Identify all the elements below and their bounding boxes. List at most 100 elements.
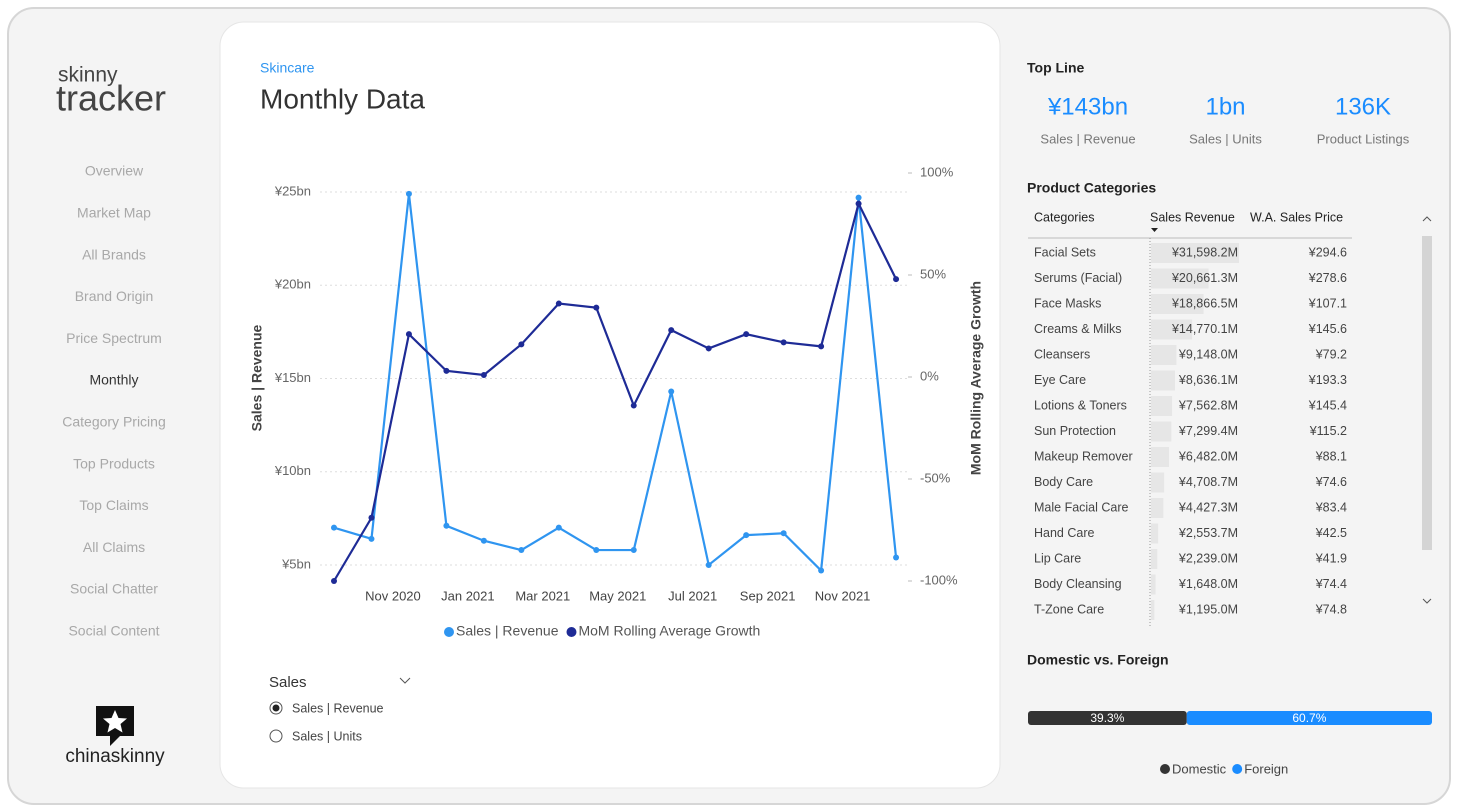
nav-item[interactable]: All Claims <box>83 539 145 555</box>
revenue-bar <box>1151 294 1204 314</box>
series-line <box>333 200 898 582</box>
point <box>331 578 337 584</box>
point <box>368 535 375 542</box>
cell: ¥294.6 <box>1308 245 1347 259</box>
brand-name: chinaskinny <box>65 746 165 767</box>
point <box>668 327 675 334</box>
section-title: Top Line <box>1027 60 1084 76</box>
cell: ¥278.6 <box>1308 271 1347 285</box>
nav-item[interactable]: Top Products <box>73 455 155 471</box>
column-header[interactable]: Categories <box>1034 210 1094 224</box>
cell: ¥74.8 <box>1315 602 1347 616</box>
cell: ¥193.3 <box>1308 373 1347 387</box>
cell: ¥145.6 <box>1308 322 1347 336</box>
slicer-chevron[interactable] <box>399 677 411 684</box>
cell: ¥7,299.4M <box>1178 424 1238 438</box>
point <box>743 331 750 338</box>
nav-item[interactable]: All Brands <box>82 246 146 262</box>
cell: ¥74.6 <box>1315 475 1347 489</box>
column-header[interactable]: Sales Revenue <box>1150 210 1235 224</box>
nav-item[interactable]: Top Claims <box>79 497 148 513</box>
x-tick-label: May 2021 <box>589 588 646 603</box>
breadcrumb[interactable]: Skincare <box>260 60 315 76</box>
kpi-value: 1bn <box>1205 93 1245 120</box>
y-tick-label: ¥20bn <box>274 277 311 292</box>
nav-item[interactable]: Price Spectrum <box>66 330 162 346</box>
point <box>368 514 375 521</box>
bar-label: 60.7% <box>1292 711 1326 725</box>
y-tick-label: ¥25bn <box>274 183 311 198</box>
cell: ¥107.1 <box>1308 296 1347 310</box>
section-title: Domestic vs. Foreign <box>1027 652 1169 668</box>
nav-item[interactable]: Category Pricing <box>62 414 166 430</box>
revenue-bar <box>1151 447 1170 467</box>
point <box>555 524 562 531</box>
point <box>593 304 600 311</box>
point <box>630 402 637 409</box>
cell: ¥145.4 <box>1308 398 1347 412</box>
cell: Facial Sets <box>1034 245 1096 259</box>
cell: ¥88.1 <box>1315 449 1347 463</box>
cell: ¥1,195.0M <box>1178 602 1238 616</box>
kpi-label: Product Listings <box>1317 131 1410 146</box>
point <box>668 388 675 395</box>
x-tick-label: Nov 2020 <box>365 588 421 603</box>
cell: ¥42.5 <box>1315 526 1347 540</box>
cell: ¥9,148.0M <box>1178 347 1238 361</box>
point <box>555 300 562 307</box>
revenue-bar <box>1151 345 1177 365</box>
y-tick-label: ¥15bn <box>274 370 311 385</box>
nav-item[interactable]: Social Content <box>68 623 159 639</box>
scrollbar[interactable] <box>1422 216 1432 604</box>
x-tick-label: Jul 2021 <box>668 588 717 603</box>
radio-dot <box>272 704 280 712</box>
page-title: Monthly Data <box>260 83 425 114</box>
point <box>743 532 750 539</box>
legend-swatch <box>566 627 577 637</box>
y-tick-label: ¥10bn <box>274 463 311 478</box>
cell: ¥79.2 <box>1315 347 1347 361</box>
cell: ¥2,553.7M <box>1178 526 1238 540</box>
legend-label: Domestic <box>1172 761 1227 776</box>
nav-item[interactable]: Monthly <box>89 372 138 388</box>
cell: Body Cleansing <box>1034 577 1122 591</box>
revenue-bar <box>1151 268 1209 289</box>
y2-axis-title: MoM Rolling Average Growth <box>968 281 984 475</box>
nav-item[interactable]: Overview <box>85 163 144 179</box>
kpi-value: ¥143bn <box>1047 93 1128 120</box>
point <box>818 343 825 350</box>
column-header[interactable]: W.A. Sales Price <box>1250 210 1343 224</box>
point <box>480 537 487 544</box>
cell: Serums (Facial) <box>1034 271 1122 285</box>
radio[interactable] <box>269 729 283 743</box>
point <box>818 567 825 574</box>
revenue-bar <box>1151 523 1159 544</box>
x-tick-label: Jan 2021 <box>441 588 495 603</box>
legend-swatch <box>444 627 454 637</box>
cell: ¥41.9 <box>1315 551 1347 565</box>
bar-label: 39.3% <box>1090 711 1124 725</box>
slicer-title: Sales <box>269 674 307 691</box>
nav-item[interactable]: Social Chatter <box>70 581 158 597</box>
revenue-bar <box>1151 243 1239 263</box>
cell: ¥18,866.5M <box>1171 296 1238 310</box>
point <box>405 331 412 338</box>
point <box>630 547 637 554</box>
point <box>855 200 862 207</box>
cell: T-Zone Care <box>1034 602 1104 616</box>
revenue-bar <box>1151 472 1165 493</box>
revenue-bar <box>1151 370 1176 391</box>
point <box>518 547 525 554</box>
revenue-bar <box>1151 319 1193 340</box>
point <box>480 371 487 378</box>
brand-icon <box>96 706 134 746</box>
x-tick-label: Sep 2021 <box>740 588 796 603</box>
radio-label: Sales | Units <box>292 729 362 743</box>
cell: ¥8,636.1M <box>1178 373 1238 387</box>
cell: ¥2,239.0M <box>1178 551 1238 565</box>
nav-item[interactable]: Market Map <box>77 205 151 221</box>
y2-tick-label: 50% <box>920 266 946 281</box>
nav-item[interactable]: Brand Origin <box>75 288 154 304</box>
legend-swatch <box>1160 764 1170 774</box>
point <box>405 190 412 197</box>
